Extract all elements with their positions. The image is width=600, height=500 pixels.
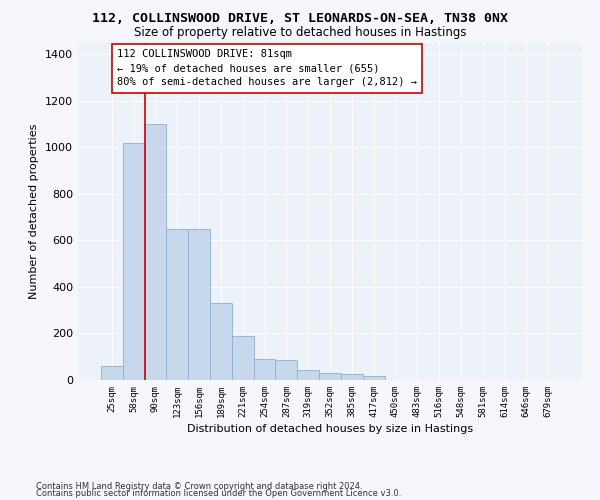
Text: Size of property relative to detached houses in Hastings: Size of property relative to detached ho… bbox=[134, 26, 466, 39]
Text: Contains HM Land Registry data © Crown copyright and database right 2024.: Contains HM Land Registry data © Crown c… bbox=[36, 482, 362, 491]
Bar bbox=[101, 366, 123, 380]
Bar bbox=[341, 374, 363, 380]
Text: 112 COLLINSWOOD DRIVE: 81sqm
← 19% of detached houses are smaller (655)
80% of s: 112 COLLINSWOOD DRIVE: 81sqm ← 19% of de… bbox=[117, 50, 417, 88]
Text: Contains public sector information licensed under the Open Government Licence v3: Contains public sector information licen… bbox=[36, 489, 401, 498]
Bar bbox=[232, 336, 254, 380]
Y-axis label: Number of detached properties: Number of detached properties bbox=[29, 124, 40, 299]
Bar bbox=[123, 142, 145, 380]
Bar bbox=[166, 228, 188, 380]
Bar bbox=[254, 359, 275, 380]
Text: 112, COLLINSWOOD DRIVE, ST LEONARDS-ON-SEA, TN38 0NX: 112, COLLINSWOOD DRIVE, ST LEONARDS-ON-S… bbox=[92, 12, 508, 26]
Bar bbox=[319, 373, 341, 380]
Bar bbox=[275, 360, 297, 380]
X-axis label: Distribution of detached houses by size in Hastings: Distribution of detached houses by size … bbox=[187, 424, 473, 434]
Bar bbox=[145, 124, 166, 380]
Bar bbox=[188, 228, 210, 380]
Bar bbox=[297, 370, 319, 380]
Bar bbox=[210, 303, 232, 380]
Bar bbox=[363, 376, 385, 380]
